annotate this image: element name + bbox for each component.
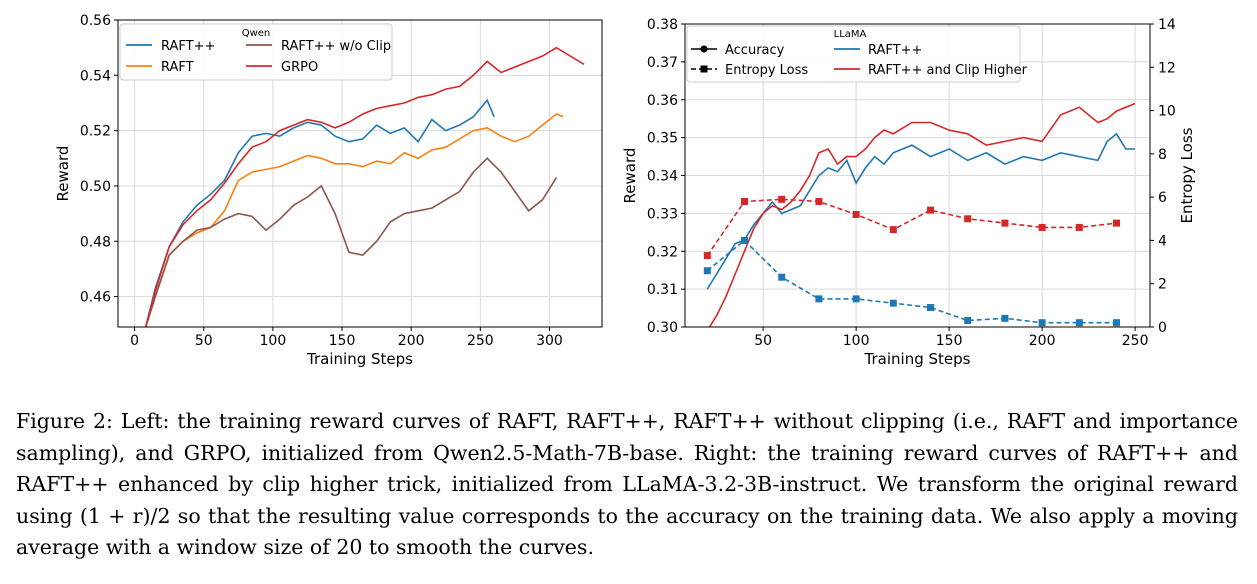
y-tick-label: 0.46 [80,290,111,306]
y-tick-label: 0.38 [647,17,678,33]
y-tick-label: 0.52 [80,124,111,140]
entropy-marker [1075,223,1083,231]
entropy-marker [1001,219,1009,227]
x-tick-label: 0 [130,333,139,349]
x-tick-label: 50 [754,333,772,349]
entropy-marker [852,210,860,218]
left-panel: 0 50 100 150 200 250 300 0.46 0.48 0.50 0.52 0.54 0.… [54,13,603,368]
legend-box [119,23,393,81]
entropy-marker [889,299,897,307]
y-tick-label: 0.37 [647,55,678,71]
plot-frame [684,23,1151,328]
legend-label: GRPO [281,60,318,75]
legend-label: RAFT++ [868,43,922,58]
y-tick-label: 0.54 [80,68,111,84]
y-tick-label: 0.31 [647,282,678,298]
figure-caption: Figure 2: Left: the training reward curv… [16,409,1238,559]
entropy-marker [964,317,972,325]
y2-tick-label: 10 [1158,104,1176,120]
y2-tick-label: 12 [1158,60,1176,76]
entropy-line [706,198,1117,257]
entropy-marker [1038,223,1046,231]
entropy-marker [815,197,823,205]
entropy-marker [964,215,972,223]
y2-tick-label: 8 [1158,147,1167,163]
x-axis-label: Training Steps [864,350,971,368]
entropy-line [706,239,1117,324]
legend-label: Accuracy [725,43,785,58]
y-tick-label: 0.50 [80,179,111,195]
y-axis-label: Reward [54,146,72,202]
y2-tick-label: 0 [1158,320,1167,336]
x-tick-label: 150 [936,333,963,349]
entropy-marker [927,304,935,312]
right-panel: 50 100 150 200 2500.300.310.320.330.340.350.… [621,17,1196,368]
x-tick-label: 100 [843,333,870,349]
entropy-marker [1113,319,1121,327]
y-tick-label: 0.48 [80,234,111,250]
x-tick-label: 300 [536,333,563,349]
y-tick-label: 0.33 [647,206,678,222]
x-tick-label: 100 [260,333,287,349]
series-line [144,157,558,327]
x-tick-label: 200 [1029,333,1056,349]
y2-tick-label: 6 [1158,190,1167,206]
legend-title: LLaMA [834,29,867,40]
entropy-marker [1038,319,1046,327]
series-line [144,113,564,327]
legend-label: RAFT [161,60,194,75]
legend-label: RAFT++ [161,39,215,54]
plot-frame [117,19,603,328]
x-tick-label: 250 [467,333,494,349]
legend-marker [700,65,708,73]
entropy-marker [1113,219,1121,227]
entropy-marker [1001,314,1009,322]
accuracy-line [708,102,1136,327]
y2-axis-label: Entropy Loss [1178,127,1196,223]
y2-tick-label: 2 [1158,277,1167,293]
entropy-marker [778,273,786,281]
entropy-marker [815,295,823,303]
entropy-marker [703,252,711,260]
legend-label: Entropy Loss [725,63,808,78]
y-tick-label: 0.35 [647,131,678,147]
legend-label: RAFT++ w/o Clip [281,39,391,54]
entropy-marker [1075,319,1083,327]
entropy-marker [741,236,749,244]
legend-marker [700,45,708,53]
y-tick-label: 0.30 [647,320,678,336]
legend-title: Qwen [242,28,271,39]
y-tick-label: 0.56 [80,13,111,29]
legend-label: RAFT++ and Clip Higher [868,63,1028,78]
entropy-marker [741,197,749,205]
entropy-marker [889,226,897,234]
accuracy-line [706,132,1136,290]
entropy-marker [703,267,711,275]
legend-box [686,25,1021,83]
y2-tick-label: 14 [1158,17,1176,33]
series-line [144,46,585,327]
x-tick-label: 200 [398,333,425,349]
y-axis-label: Reward [621,148,639,204]
entropy-marker [852,295,860,303]
y-tick-label: 0.32 [647,244,678,260]
entropy-marker [778,195,786,203]
series-line [144,98,495,327]
x-tick-label: 50 [195,333,213,349]
x-tick-label: 250 [1122,333,1149,349]
x-axis-label: Training Steps [306,350,413,368]
x-tick-label: 150 [329,333,356,349]
y-tick-label: 0.36 [647,93,678,109]
entropy-marker [927,206,935,214]
figure-charts: 0 50 100 150 200 250 3000.460.480.500.520.540.… [54,13,1196,368]
y2-tick-label: 4 [1158,233,1167,249]
y-tick-label: 0.34 [647,169,678,185]
